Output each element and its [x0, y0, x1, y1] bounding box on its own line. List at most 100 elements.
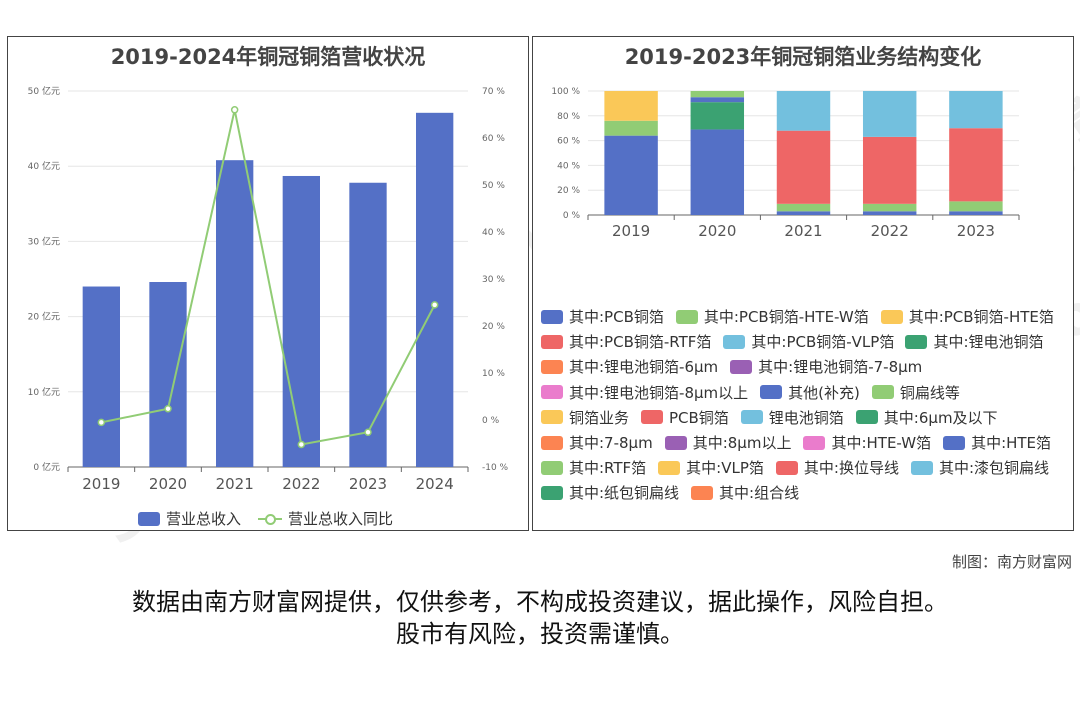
- y-tick-label: 20 %: [557, 186, 580, 196]
- legend-item[interactable]: 其中:6μm及以下: [855, 407, 998, 428]
- legend-item[interactable]: 其中:锂电池铜箔-6μm: [541, 356, 718, 377]
- x-tick-label: 2021: [216, 475, 254, 493]
- y-left-tick-label: 30 亿元: [28, 235, 60, 247]
- stacked-bar-segment: [949, 211, 1003, 215]
- legend-item[interactable]: 其中:VLP箔: [658, 457, 764, 478]
- stacked-bar-segment: [862, 203, 917, 212]
- legend-item[interactable]: 锂电池铜箔: [740, 407, 844, 428]
- x-tick-label: 2021: [784, 222, 822, 240]
- y-right-tick-label: -10 %: [482, 463, 509, 473]
- legend-label: 其中:锂电池铜箔-8μm以上: [569, 383, 749, 402]
- legend-item[interactable]: 铜箔业务: [541, 407, 629, 428]
- legend-item[interactable]: 其中:PCB铜箔-HTE-W箔: [675, 306, 869, 327]
- legend-item[interactable]: 其中:HTE-W箔: [803, 432, 931, 453]
- legend-swatch: [658, 460, 681, 475]
- revenue-bar: [282, 175, 320, 467]
- legend-swatch: [138, 511, 160, 526]
- revenue-bar: [149, 282, 187, 467]
- legend-swatch: [905, 334, 928, 349]
- legend-revenue[interactable]: 营业总收入: [138, 508, 241, 529]
- legend-label: 其他(补充): [788, 383, 860, 402]
- y-right-tick-label: 70 %: [482, 87, 505, 97]
- legend-item[interactable]: 其中:8μm以上: [664, 432, 791, 453]
- y-right-tick-label: 30 %: [482, 275, 505, 285]
- legend-item[interactable]: 其中:7-8μm: [541, 432, 653, 453]
- stacked-bar-segment: [949, 128, 1003, 202]
- legend-item[interactable]: PCB铜箔: [641, 407, 729, 428]
- yoy-point: [164, 404, 172, 413]
- x-tick-label: 2022: [871, 222, 909, 240]
- x-tick-label: 2023: [349, 475, 387, 493]
- legend-label: 营业总收入: [166, 510, 242, 528]
- stacked-bar-segment: [604, 135, 658, 215]
- legend-item[interactable]: 其中:PCB铜箔: [541, 306, 664, 327]
- legend-item[interactable]: 其中:组合线: [691, 482, 799, 503]
- y-tick-label: 80 %: [557, 112, 580, 122]
- stacked-bar-segment: [690, 102, 745, 130]
- legend-item[interactable]: 其中:PCB铜箔-RTF箔: [541, 331, 711, 352]
- legend-swatch: [675, 309, 698, 324]
- x-tick-label: 2020: [149, 475, 187, 493]
- legend-item[interactable]: 其中:PCB铜箔-HTE箔: [880, 306, 1054, 327]
- legend-item[interactable]: 其中:漆包铜扁线: [910, 457, 1049, 478]
- y-right-tick-label: 20 %: [482, 322, 505, 332]
- legend-label: 其中:HTE-W箔: [831, 434, 932, 452]
- yoy-point: [297, 440, 306, 449]
- legend-item[interactable]: 其中:PCB铜箔-VLP箔: [723, 331, 894, 352]
- stacked-bar-segment: [604, 91, 658, 121]
- y-tick-label: 0 %: [563, 211, 581, 221]
- yoy-point: [230, 106, 239, 114]
- legend-label: 其中:漆包铜扁线: [938, 459, 1049, 478]
- revenue-bar: [349, 182, 387, 467]
- legend-label: 其中:换位导线: [803, 459, 899, 478]
- legend-swatch: [641, 410, 663, 425]
- chart-credit: 制图：南方财富网: [951, 553, 1072, 571]
- stacked-bar-segment: [776, 203, 831, 212]
- legend-item[interactable]: 其他(补充): [760, 382, 860, 403]
- legend-swatch: [691, 485, 714, 500]
- yoy-line: [101, 109, 436, 446]
- legend-label: 其中:PCB铜箔-HTE箔: [908, 308, 1054, 326]
- legend-label: 其中:锂电池铜箔-7-8μm: [758, 358, 923, 377]
- stacked-bar-segment: [949, 201, 1003, 212]
- legend-label: 其中:PCB铜箔-VLP箔: [751, 333, 895, 352]
- y-left-tick-label: 40 亿元: [28, 160, 60, 172]
- y-left-tick-label: 50 亿元: [28, 85, 60, 97]
- structure-chart-title: 2019-2023年铜冠铜箔业务结构变化: [624, 45, 982, 69]
- legend-item[interactable]: 其中:HTE箔: [943, 432, 1051, 453]
- revenue-bar: [216, 160, 254, 467]
- x-tick-label: 2023: [957, 222, 995, 240]
- stacked-bar-segment: [690, 91, 745, 98]
- legend-swatch: [760, 385, 783, 400]
- legend-item[interactable]: 其中:锂电池铜箔: [905, 331, 1044, 352]
- legend-item[interactable]: 其中:RTF箔: [541, 457, 646, 478]
- yoy-point: [364, 428, 372, 436]
- disclaimer-line-1: 数据由南方财富网提供，仅供参考，不构成投资建议，据此操作，风险自担。: [132, 588, 948, 616]
- legend-label: 其中:HTE箔: [971, 434, 1052, 452]
- legend-item[interactable]: 铜扁线等: [871, 382, 960, 403]
- legend-label: 营业总收入同比: [288, 510, 394, 528]
- legend-label: 其中:组合线: [719, 484, 800, 503]
- legend-label: 其中:锂电池铜箔: [933, 333, 1044, 352]
- legend-item[interactable]: 其中:纸包铜扁线: [541, 482, 679, 503]
- legend-swatch: [541, 435, 563, 450]
- legend-item[interactable]: 其中:换位导线: [775, 457, 899, 478]
- yoy-point: [430, 301, 439, 309]
- legend-revenue-yoy[interactable]: 营业总收入同比: [258, 508, 393, 529]
- legend-item[interactable]: 其中:锂电池铜箔-7-8μm: [730, 356, 922, 377]
- legend-swatch: [664, 435, 687, 450]
- stacked-bar-segment: [862, 211, 917, 215]
- legend-swatch: [541, 359, 563, 374]
- legend-label: 其中:纸包铜扁线: [569, 484, 680, 503]
- y-right-tick-label: 50 %: [482, 181, 505, 191]
- legend-swatch: [855, 410, 878, 425]
- legend-swatch: [775, 460, 798, 475]
- legend-swatch: [740, 410, 763, 425]
- revenue-bar: [82, 286, 120, 467]
- legend-item[interactable]: 其中:锂电池铜箔-8μm以上: [541, 382, 748, 403]
- x-tick-label: 2024: [416, 475, 454, 493]
- legend-swatch: [943, 435, 966, 450]
- legend-swatch: [803, 435, 826, 450]
- legend-swatch: [723, 334, 746, 349]
- stacked-bar-segment: [690, 129, 745, 215]
